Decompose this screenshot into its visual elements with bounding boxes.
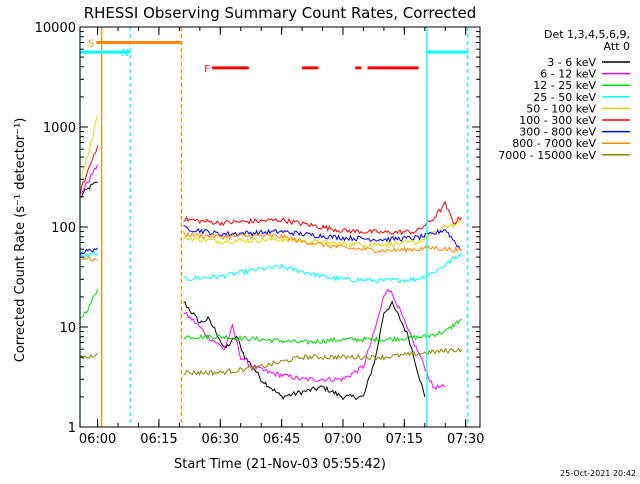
data-group: [80, 115, 463, 401]
series-line-8-segment-0: [80, 352, 98, 360]
series-line-3-segment-0: [80, 252, 99, 259]
series-line-1-segment-0: [80, 164, 99, 195]
legend-label-6: 300 - 800 keV: [519, 126, 596, 139]
x-tick-label-1: 06:15: [140, 432, 177, 447]
series-line-1-segment-1: [183, 288, 446, 391]
series-line-7-segment-1: [183, 231, 463, 254]
legend-label-8: 7000 - 15000 keV: [498, 149, 596, 162]
x-tick-label-5: 07:15: [386, 432, 423, 447]
legend-label-1: 6 - 12 keV: [540, 68, 596, 81]
legend-label-0: 3 - 6 keV: [547, 56, 596, 69]
legend-header-line-1: Det 1,3,4,5,6,9,: [544, 28, 630, 41]
x-tick-label-6: 07:30: [447, 432, 484, 447]
legend-label-4: 50 - 100 keV: [526, 102, 596, 115]
series-line-2-segment-1: [183, 318, 462, 345]
flag-label-S: S: [88, 38, 94, 49]
legend-label-5: 100 - 300 keV: [519, 114, 596, 127]
series-line-2-segment-0: [80, 288, 99, 319]
x-axis-label: Start Time (21-Nov-03 05:55:42): [174, 457, 386, 472]
series-line-5-segment-0: [80, 145, 99, 195]
legend-label-2: 12 - 25 keV: [533, 79, 596, 92]
x-tick-label-4: 07:00: [324, 432, 361, 447]
x-tick-label-2: 06:30: [202, 432, 239, 447]
x-tick-label-0: 06:00: [79, 432, 116, 447]
series-line-6-segment-0: [80, 247, 98, 256]
flag-label-F: F: [204, 64, 210, 75]
legend-label-3: 25 - 50 keV: [533, 91, 596, 104]
y-axis-label: Corrected Count Rate (s⁻¹ detector⁻¹): [13, 118, 28, 363]
chart-title: RHESSI Observing Summary Count Rates, Co…: [84, 4, 477, 22]
x-tick-label-3: 06:45: [263, 432, 300, 447]
y-tick-label-3: 1000: [43, 121, 76, 136]
series-line-4-segment-0: [80, 115, 99, 178]
plot-area: S N F 1 10 100 1000 10000 06:00 06:15 06:30 06:45 07…: [35, 21, 485, 447]
timestamp: 25-Oct-2021 20:42: [560, 469, 636, 478]
series-line-5-segment-1: [183, 200, 463, 236]
series-line-3-segment-1: [183, 252, 463, 284]
y-tick-label-4: 10000: [35, 21, 76, 36]
y-tick-label-1: 10: [59, 321, 76, 336]
flag-label-N: N: [121, 48, 128, 59]
series-line-8-segment-1: [183, 347, 463, 377]
series-line-7-segment-0: [80, 255, 98, 262]
series-line-0-segment-1: [183, 300, 426, 401]
legend-label-7: 800 - 7000 keV: [512, 137, 596, 150]
series-line-0-segment-0: [80, 181, 98, 198]
legend-header-line-2: Att 0: [604, 40, 630, 53]
series-line-6-segment-1: [183, 225, 462, 252]
y-tick-label-0: 1: [68, 421, 76, 436]
y-tick-label-2: 100: [51, 221, 76, 236]
